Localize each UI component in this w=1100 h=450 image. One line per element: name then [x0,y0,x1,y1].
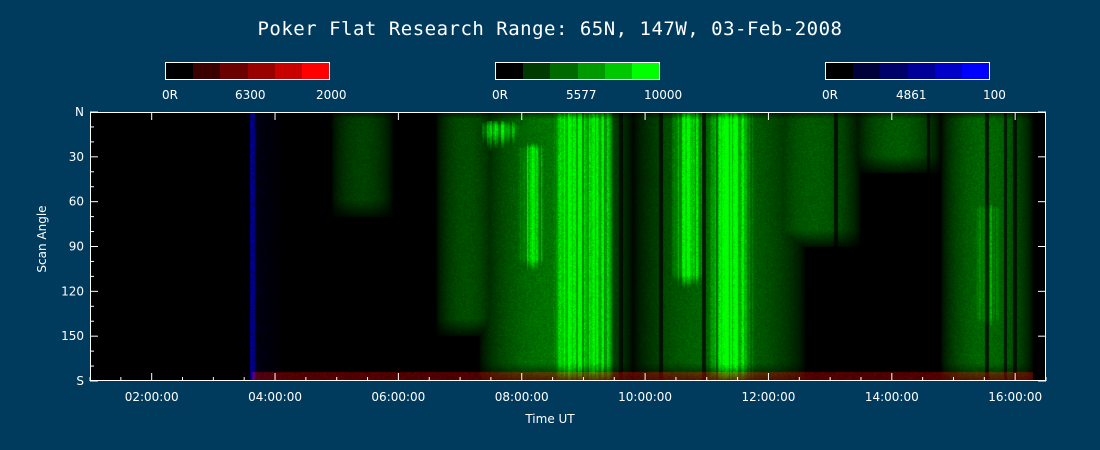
y-tick-label-3: 90 [69,240,84,254]
colorbar-4861-segment-4 [934,63,962,79]
colorbar-6300-segment-2 [220,63,248,79]
colorbar-6300-segment-1 [193,63,221,79]
colorbar-5577-segment-1 [523,63,551,79]
y-tick-label-0: N [75,105,84,119]
colorbar-5577-segment-0 [496,63,524,79]
colorbar-4861-segment-5 [961,63,990,79]
colorbar-4861-segment-0 [826,63,854,79]
colorbar-4861-min-label: 0R [822,88,838,102]
y-tick-label-4: 120 [61,284,84,298]
colorbar-5577-segment-3 [577,63,605,79]
x-tick-label-0: 02:00:00 [125,390,179,404]
y-axis-label: Scan Angle [35,205,49,273]
colorbar-4861-mid-label: 4861 [896,88,927,102]
colorbar-5577-max-label: 10000 [644,88,683,102]
colorbar-5577-segment-2 [550,63,578,79]
x-tick-label-1: 04:00:00 [248,390,302,404]
colorbar-6300-max-label: 2000 [316,88,347,102]
x-tick-label-6: 14:00:00 [865,390,919,404]
colorbar-6300-segment-3 [247,63,275,79]
colorbar-4861-segment-3 [907,63,935,79]
x-axis-label: Time UT [525,412,575,426]
colorbar-6300 [165,62,330,80]
colorbar-5577-mid-label: 5577 [566,88,597,102]
colorbar-5577-min-label: 0R [492,88,508,102]
colorbar-6300-segment-0 [166,63,194,79]
y-tick-label-5: 150 [61,329,84,343]
chart-title: Poker Flat Research Range: 65N, 147W, 03… [257,18,843,40]
y-tick-label-6: S [76,374,84,388]
colorbar-4861-max-label: 100 [983,88,1006,102]
x-tick-label-2: 06:00:00 [371,390,425,404]
colorbar-4861-segment-2 [880,63,908,79]
x-tick-label-4: 10:00:00 [618,390,672,404]
y-tick-label-1: 30 [69,150,84,164]
colorbar-5577 [495,62,660,80]
colorbar-6300-segment-5 [301,63,330,79]
colorbar-5577-segment-5 [631,63,660,79]
colorbar-6300-min-label: 0R [162,88,178,102]
keogram-image [91,113,1045,380]
y-tick-label-2: 60 [69,195,84,209]
x-tick-label-5: 12:00:00 [741,390,795,404]
keogram-plot-area [90,112,1046,381]
x-tick-label-7: 16:00:00 [988,390,1042,404]
colorbar-4861 [825,62,990,80]
x-tick-label-3: 08:00:00 [495,390,549,404]
colorbar-6300-mid-label: 6300 [235,88,266,102]
colorbar-6300-segment-4 [274,63,302,79]
colorbar-5577-segment-4 [604,63,632,79]
colorbar-4861-segment-1 [853,63,881,79]
